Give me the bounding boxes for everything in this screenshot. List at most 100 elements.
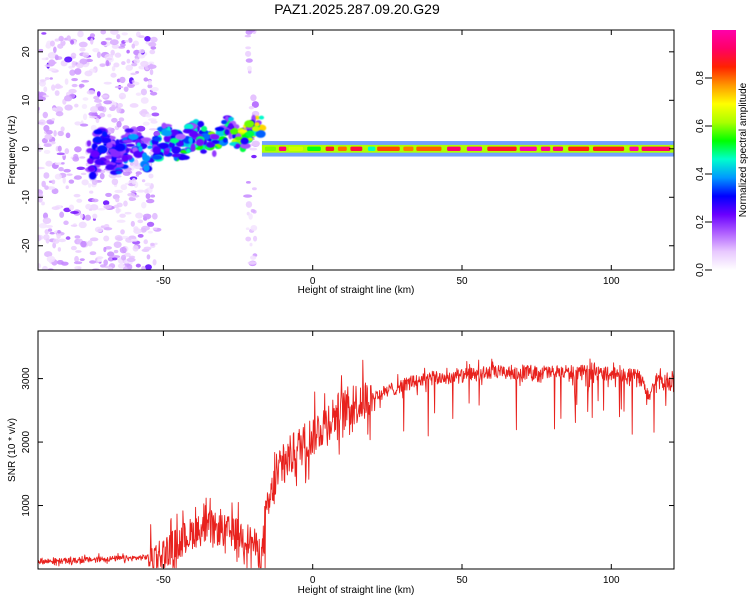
spectrogram-noise-blob	[251, 140, 260, 147]
snr-panel: -50 0 50 100 1000 2000 3000 Height of straigh…	[7, 330, 675, 596]
spectrogram-noise-blob	[112, 257, 118, 261]
spectrogram-noise-blob	[150, 120, 158, 124]
spectrogram-onset-blob	[201, 125, 208, 132]
spectrogram-noise-blob	[138, 35, 145, 38]
spectrogram-x-tick-label: 50	[456, 276, 468, 287]
spectrogram-onset-blob	[86, 157, 95, 165]
spectrogram-noise-blob	[49, 231, 56, 235]
spectrogram-noise-blob	[128, 196, 134, 201]
spectrogram-noise-blob	[57, 229, 61, 234]
spectrogram-noise-blob	[125, 237, 134, 243]
spectrogram-noise-blob	[110, 30, 119, 35]
spectrogram-noise-blob	[148, 63, 154, 70]
spectrogram-noise-blob	[39, 222, 48, 229]
spectrogram-noise-blob	[64, 56, 73, 63]
spectrogram-noise-blob	[124, 211, 132, 215]
spectrogram-onset-blob	[188, 136, 193, 144]
spectrogram-noise-blob	[150, 87, 159, 92]
spectrogram-noise-blob	[107, 113, 112, 118]
spectrogram-carrier-segment	[264, 146, 276, 151]
spectrogram-noise-blob	[49, 77, 53, 80]
spectrogram-noise-blob	[146, 254, 151, 260]
spectrogram-carrier-segment	[350, 146, 363, 151]
spectrogram-noise-blob	[135, 92, 142, 96]
spectrogram-y-tick-label: 20	[21, 46, 32, 58]
spectrogram-noise-blob	[56, 232, 61, 239]
spectrogram-noise-blob	[54, 162, 64, 166]
spectrogram-noise-blob	[57, 247, 62, 252]
spectrogram-noise-blob	[125, 64, 134, 71]
spectrogram-onset-blob	[92, 136, 103, 144]
spectrogram-noise-blob	[133, 58, 140, 64]
spectrogram-onset-blob	[105, 164, 115, 171]
spectrogram-noise-blob	[79, 156, 86, 159]
spectrogram-noise-blob	[41, 180, 46, 188]
spectrogram-noise-blob	[104, 246, 112, 250]
snr-y-label: SNR (10 * v/v)	[7, 418, 18, 482]
spectrogram-noise-blob	[81, 79, 90, 83]
spectrogram-x-label: Height of straight line (km)	[298, 285, 415, 296]
spectrogram-noise-blob	[148, 173, 154, 179]
spectrogram-onset-blob	[101, 131, 108, 137]
spectrogram-noise-blob	[114, 175, 122, 178]
spectrogram-noise-blob	[245, 236, 252, 242]
spectrogram-noise-blob	[152, 227, 158, 231]
spectrogram-x-tick-label: 0	[310, 276, 316, 287]
spectrogram-noise-blob	[92, 213, 98, 219]
spectrogram-onset-blob	[140, 137, 152, 142]
colorbar-ticks: 0.0 0.2 0.4 0.6 0.8	[695, 71, 712, 277]
spectrogram-noise-blob	[135, 171, 142, 175]
spectrogram-noise-blob	[124, 252, 131, 257]
spectrogram-noise-blob	[96, 91, 101, 97]
spectrogram-noise-blob	[68, 179, 75, 184]
spectrogram-noise-blob	[114, 52, 122, 58]
spectrogram-noise-blob	[42, 212, 49, 220]
spectrogram-noise-blob	[80, 172, 87, 176]
spectrogram-noise-blob	[47, 51, 57, 59]
spectrogram-onset-blob	[251, 126, 260, 132]
spectrogram-onset-blob	[240, 137, 249, 145]
spectrogram-carrier-segment	[466, 146, 483, 151]
spectrogram-noise-blob	[74, 255, 79, 263]
spectrogram-noise-blob	[94, 226, 103, 233]
spectrogram-noise-blob	[85, 58, 94, 63]
spectrogram-noise-blob	[111, 117, 118, 123]
spectrogram-noise-blob	[56, 152, 65, 156]
spectrogram-noise-blob	[89, 33, 96, 38]
spectrogram-noise-blob	[89, 237, 99, 242]
spectrogram-noise-blob	[74, 121, 82, 126]
spectrogram-noise-blob	[130, 238, 139, 242]
spectrogram-noise-blob	[64, 148, 70, 155]
spectrogram-noise-blob	[120, 229, 125, 235]
spectrogram-onset-blob	[125, 143, 135, 147]
spectrogram-noise-blob	[92, 48, 100, 53]
spectrogram-noise-blob	[89, 106, 99, 113]
spectrogram-noise-blob	[70, 210, 79, 214]
spectrogram-noise-blob	[144, 182, 152, 187]
spectrogram-noise-blob	[147, 84, 153, 89]
spectrogram-noise-blob	[106, 57, 113, 61]
spectrogram-noise-blob	[51, 179, 56, 185]
spectrogram-noise-blob	[92, 218, 96, 221]
spectrogram-noise-blob	[65, 132, 71, 139]
spectrogram-noise-blob	[152, 212, 158, 220]
spectrogram-noise-blob	[38, 96, 46, 102]
spectrogram-noise-blob	[72, 156, 80, 162]
spectrogram-noise-blob	[127, 84, 136, 87]
spectrogram-noise-blob	[142, 121, 150, 126]
spectrogram-noise-blob	[48, 139, 53, 142]
spectrogram-noise-blob	[248, 213, 253, 220]
spectrogram-noise-blob	[99, 172, 105, 180]
spectrogram-carrier-segment	[641, 146, 671, 151]
spectrogram-noise-blob	[126, 257, 136, 262]
spectrogram-y-tick-label: 0	[21, 146, 32, 152]
snr-y-tick-label: 1000	[21, 494, 32, 517]
spectrogram-noise-blob	[39, 79, 47, 82]
spectrogram-noise-blob	[107, 251, 115, 257]
spectrogram-onset-blob	[169, 129, 179, 136]
spectrogram-noise-blob	[118, 117, 125, 122]
spectrogram-noise-blob	[113, 62, 120, 68]
spectrogram-noise-blob	[78, 41, 88, 48]
spectrogram-noise-blob	[54, 173, 62, 180]
